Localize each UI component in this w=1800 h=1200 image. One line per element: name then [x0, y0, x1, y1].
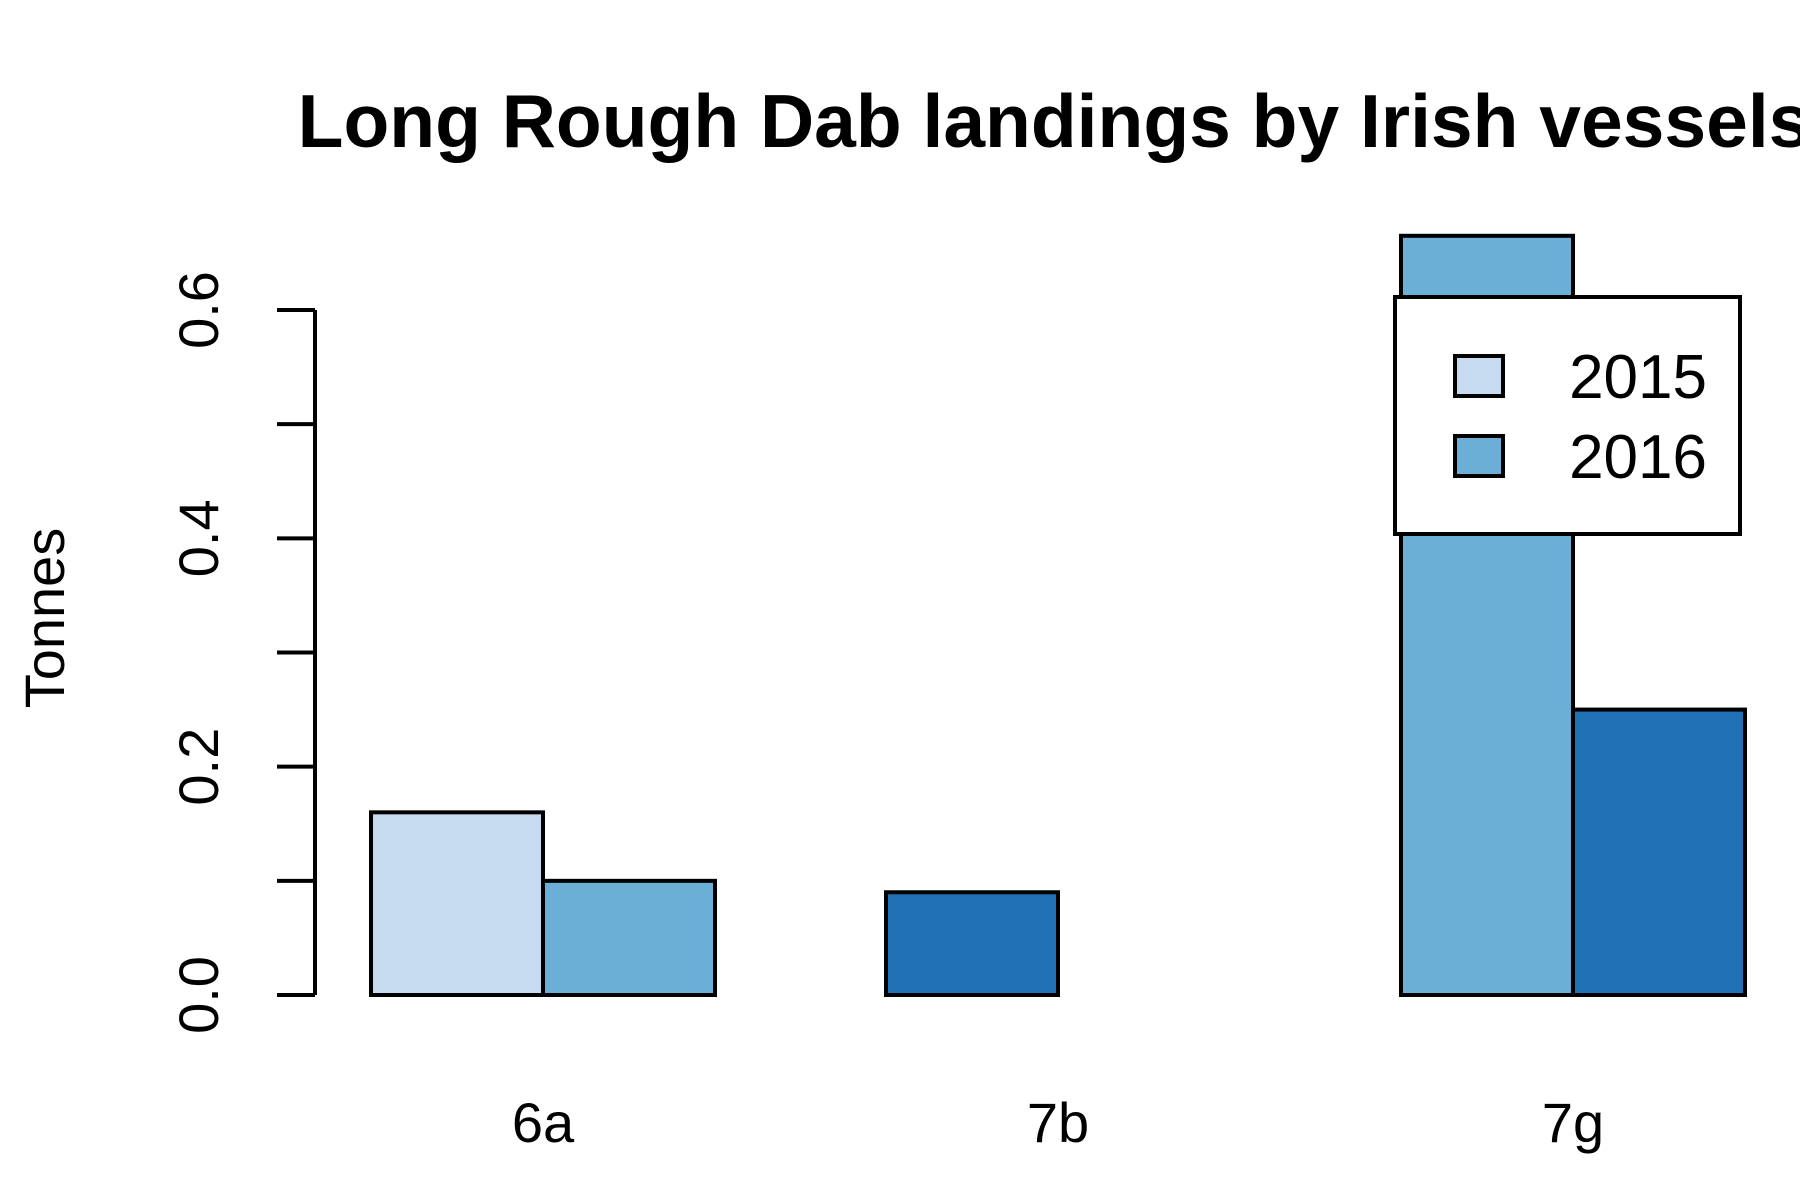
y-tick-label: 0.4: [167, 499, 230, 577]
bar-6a-1: [541, 878, 717, 997]
category-labels: 6a 7b 7g: [512, 1091, 1604, 1154]
legend: 2015 2016: [1393, 295, 1742, 536]
chart-title: Long Rough Dab landings by Irish vessels: [298, 79, 1800, 163]
category-label-7g: 7g: [1542, 1091, 1604, 1154]
legend-label-2015: 2015: [1569, 343, 1707, 412]
category-label-6a: 6a: [512, 1091, 575, 1154]
y-axis: 0.0 0.2 0.4 0.6: [167, 271, 317, 1034]
y-tick-label: 0.0: [167, 956, 230, 1034]
y-tick-label: 0.2: [167, 728, 230, 806]
legend-box: [1393, 295, 1742, 536]
y-tick-label: 0.6: [167, 271, 230, 349]
bar-7b-0: [884, 890, 1060, 997]
legend-swatch-2016: [1453, 434, 1505, 478]
bar-6a-0: [369, 810, 545, 997]
y-axis-label: Tonnes: [13, 528, 76, 709]
legend-swatch-2015: [1453, 354, 1505, 398]
category-label-7b: 7b: [1027, 1091, 1089, 1154]
bar-7g-1: [1571, 707, 1747, 997]
legend-label-2016: 2016: [1569, 423, 1707, 492]
